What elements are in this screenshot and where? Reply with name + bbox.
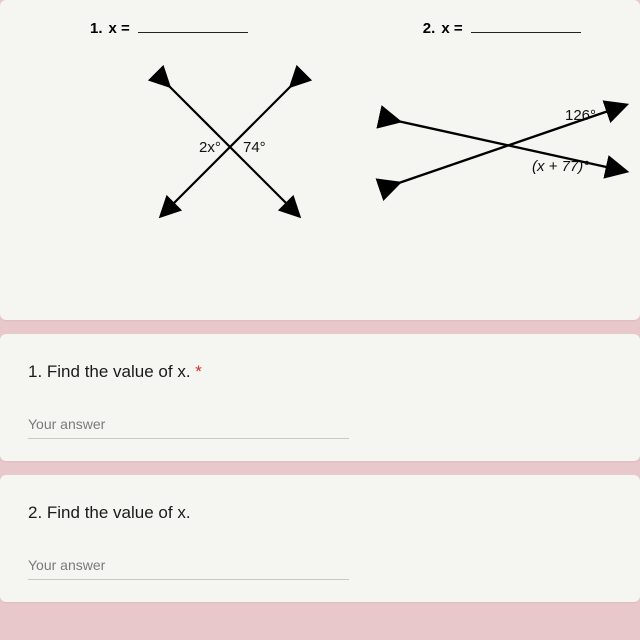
question1-text: 1. Find the value of x. * [28, 362, 612, 382]
question2-card: 2. Find the value of x. Your answer [0, 475, 640, 602]
problem1-number: 1. [90, 20, 103, 37]
problem1-header: 1. x = [90, 20, 248, 37]
question2-label: 2. Find the value of x. [28, 503, 191, 522]
problem2-header: 2. x = [423, 20, 581, 37]
question2-text: 2. Find the value of x. [28, 503, 612, 523]
problem1-angle-left: 2x° [199, 139, 221, 156]
problem1-blank [138, 32, 248, 33]
problem1-figure [135, 52, 325, 242]
required-asterisk: * [195, 362, 202, 381]
problem1-angle-right: 74° [243, 139, 266, 156]
problem1-prompt: x = [109, 20, 130, 37]
question1-label: 1. Find the value of x. [28, 362, 191, 381]
diagram-card: 1. x = 2. x = 2x° 74° [0, 0, 640, 320]
question2-answer-input[interactable]: Your answer [28, 557, 349, 580]
problem2-angle-bottom: (x + 77)° [532, 158, 589, 175]
problem2-figure [375, 65, 635, 225]
diagrams-area: 2x° 74° 126° (x + 77)° [40, 37, 600, 267]
problem2-prompt: x = [441, 20, 462, 37]
question1-card: 1. Find the value of x. * Your answer [0, 334, 640, 461]
question1-answer-input[interactable]: Your answer [28, 416, 349, 439]
problem2-number: 2. [423, 20, 436, 37]
problem2-blank [471, 32, 581, 33]
problem2-angle-top: 126° [565, 107, 596, 124]
